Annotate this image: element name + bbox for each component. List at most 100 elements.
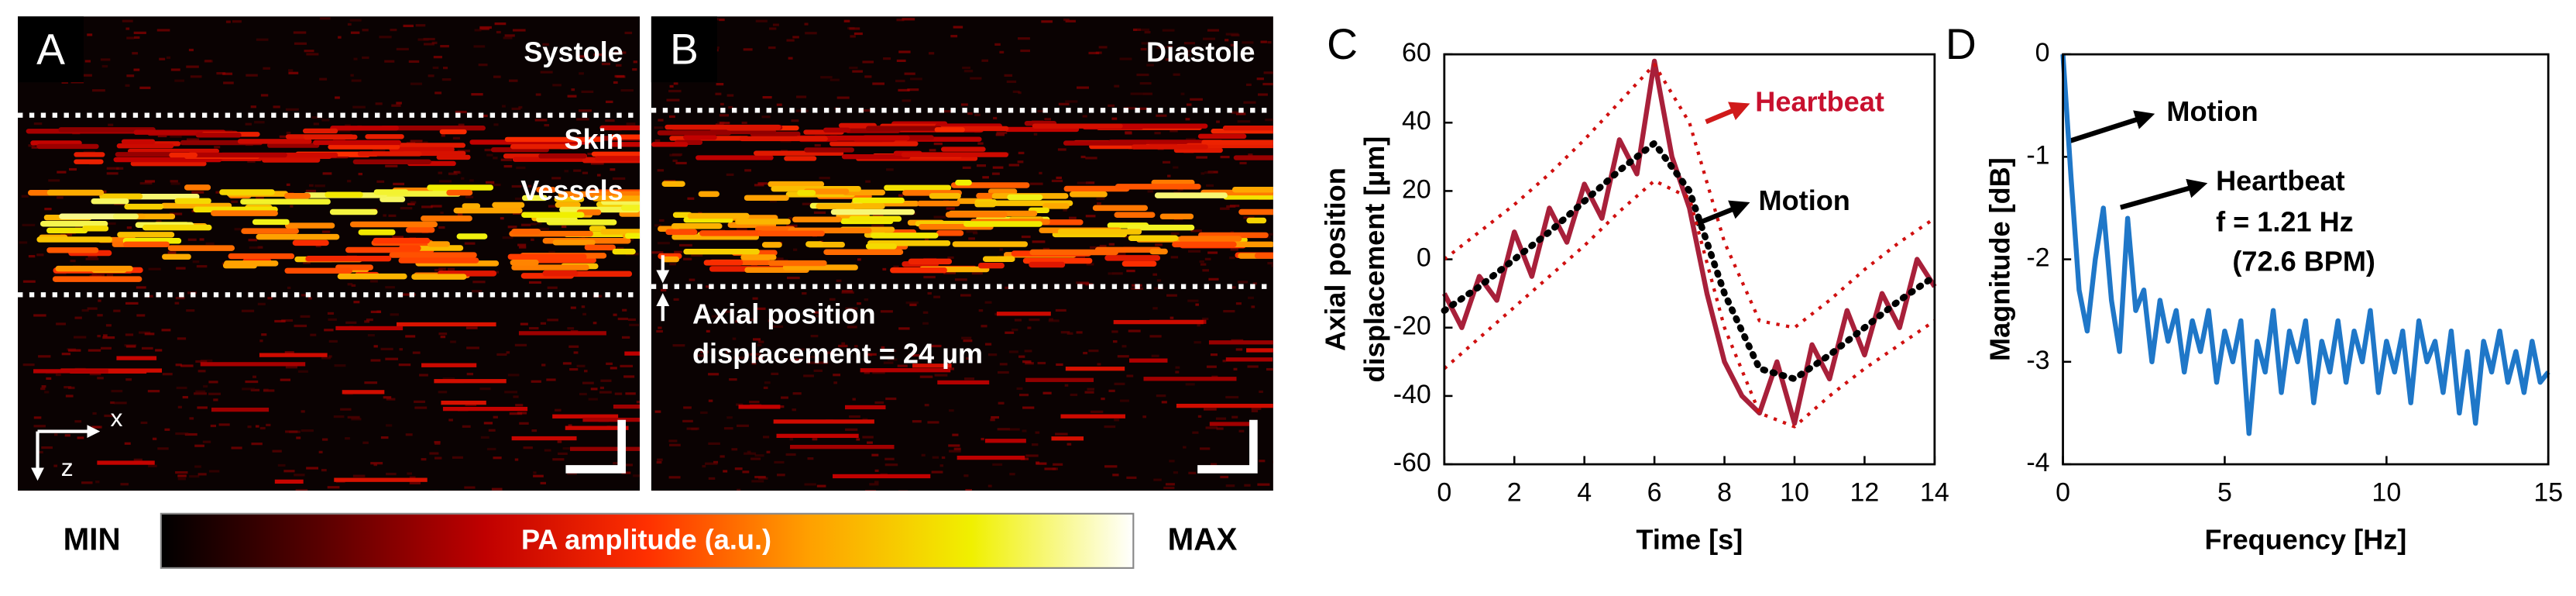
speckle	[295, 489, 308, 491]
speckle	[769, 27, 777, 30]
speckle	[668, 439, 678, 443]
speckle	[658, 326, 662, 329]
skin-streak	[901, 152, 1008, 157]
vessel-streak	[389, 252, 477, 258]
speckle	[750, 353, 761, 356]
speckle	[1076, 281, 1089, 284]
speckle	[164, 428, 170, 431]
deep-streak	[773, 419, 874, 424]
speckle	[898, 327, 910, 330]
speckle	[1260, 40, 1267, 43]
vessel-streak	[1159, 213, 1194, 220]
speckle	[97, 314, 103, 317]
arrow	[2120, 178, 2208, 210]
deep-streak	[116, 356, 157, 360]
speckle	[528, 281, 541, 284]
speckle	[1199, 447, 1211, 450]
speckle	[1216, 427, 1224, 430]
speckle	[338, 129, 351, 133]
speckle	[440, 211, 444, 215]
speckle	[885, 397, 897, 401]
speckle	[919, 375, 933, 378]
skin-streak	[866, 126, 942, 131]
speckle	[38, 355, 51, 358]
speckle	[170, 135, 182, 138]
deep-streak	[518, 331, 606, 336]
speckle	[672, 159, 678, 163]
speckle	[744, 318, 757, 322]
speckle	[1033, 133, 1038, 136]
speckle	[369, 280, 378, 283]
speckle	[33, 416, 42, 419]
vessel-streak	[507, 253, 587, 260]
speckle	[614, 392, 623, 395]
speckle	[1237, 120, 1251, 123]
speckle	[581, 305, 586, 308]
label-box	[651, 16, 717, 83]
speckle	[636, 401, 641, 404]
speckle	[757, 340, 764, 343]
speckle	[100, 58, 111, 61]
speckle	[576, 364, 586, 367]
speckle	[994, 43, 1001, 46]
skin-streak	[266, 143, 320, 148]
speckle	[895, 79, 905, 83]
speckle	[84, 60, 91, 63]
speckle	[1204, 408, 1217, 411]
speckle	[1152, 307, 1158, 310]
speckle	[518, 246, 527, 249]
speckle	[102, 336, 115, 339]
skin-streak	[610, 142, 641, 147]
speckle	[1063, 208, 1067, 212]
speckle	[366, 318, 373, 322]
vessel-streak	[1231, 187, 1273, 193]
speckle	[1243, 101, 1256, 104]
skin-streak	[696, 155, 774, 160]
speckle	[1056, 176, 1062, 180]
speckle	[820, 76, 833, 79]
arrow	[1695, 200, 1750, 226]
speckle	[434, 442, 441, 445]
deep-streak	[1025, 377, 1094, 382]
vessel-streak	[945, 212, 1008, 218]
speckle	[432, 66, 439, 70]
vessel-streak	[1149, 248, 1168, 255]
speckle	[581, 90, 594, 93]
speckle	[991, 172, 1000, 175]
vessel-streak	[792, 216, 842, 222]
speckle	[599, 386, 604, 390]
speckle	[461, 177, 465, 180]
speckle	[64, 434, 70, 437]
speckle	[399, 348, 404, 351]
deep-streak	[342, 390, 385, 394]
speckle	[1206, 365, 1217, 368]
speckle	[263, 67, 270, 70]
speckle	[247, 160, 256, 164]
speckle	[335, 96, 340, 99]
speckle	[352, 105, 366, 109]
speckle	[438, 171, 443, 174]
speckle	[301, 429, 314, 432]
x-axis-label: Time [s]	[1636, 523, 1743, 555]
speckle	[562, 446, 576, 450]
vessel-streak	[46, 189, 105, 196]
skin-streak	[665, 124, 781, 130]
speckle	[466, 373, 474, 376]
vessel-streak	[917, 200, 960, 207]
speckle	[286, 183, 290, 186]
speckle	[1235, 348, 1243, 351]
speckle	[991, 415, 1000, 419]
speckle	[407, 202, 415, 205]
speckle	[396, 102, 402, 105]
speckle	[33, 122, 43, 126]
vessel-streak	[123, 241, 170, 248]
speckle	[167, 251, 177, 254]
speckle	[81, 74, 92, 77]
speckle	[452, 456, 463, 459]
vessel-streak	[612, 248, 636, 255]
vessel-streak	[683, 248, 760, 255]
speckle	[769, 199, 777, 202]
speckle	[966, 230, 977, 233]
speckle	[1126, 476, 1137, 479]
speckle	[898, 50, 911, 53]
